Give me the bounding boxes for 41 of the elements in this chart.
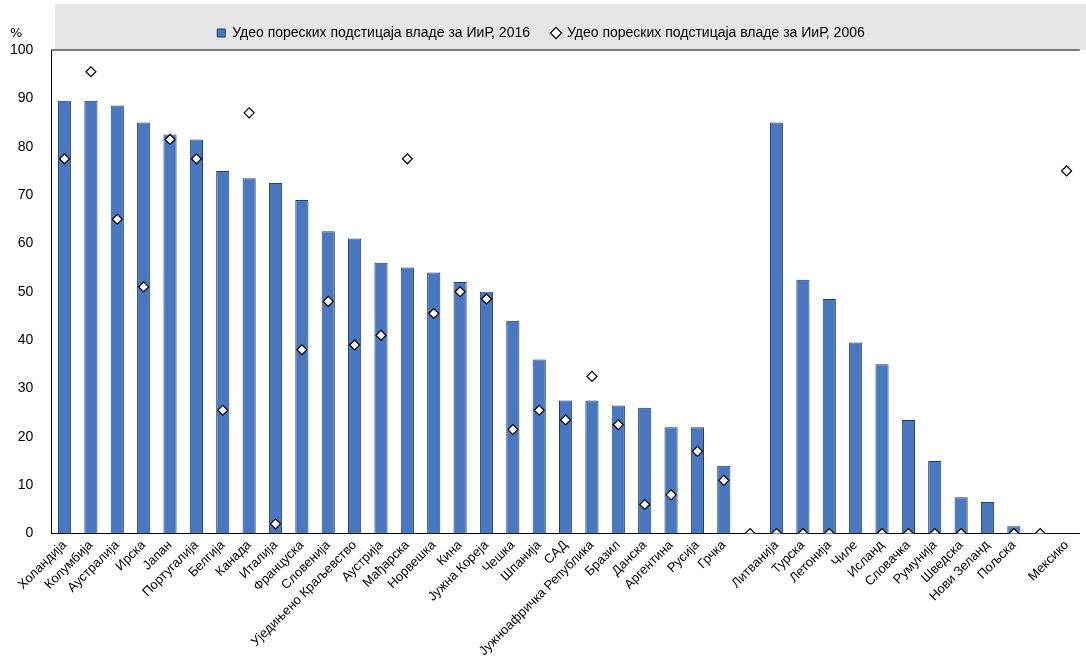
point (138, 281, 150, 293)
y-tick-label: 20 (17, 427, 34, 444)
point (533, 404, 545, 416)
point (718, 474, 730, 486)
y-tick-label: 30 (17, 379, 34, 396)
point (612, 419, 624, 431)
point (1061, 165, 1073, 177)
point (322, 295, 334, 308)
y-axis-title: % (10, 25, 23, 41)
y-tick-label: 10 (17, 476, 34, 493)
point (665, 489, 677, 501)
y-tick-label: 0 (25, 524, 34, 541)
legend-label: Удео пореских подстицаја владе за ИиР, 2006 (567, 23, 865, 40)
point (480, 293, 493, 305)
point (691, 445, 704, 457)
point (507, 423, 519, 436)
point (296, 344, 308, 356)
point (217, 404, 229, 416)
point (428, 307, 440, 320)
y-tick-label: 100 (10, 40, 34, 57)
point (243, 107, 255, 119)
point (454, 286, 466, 298)
point (58, 153, 71, 165)
point (349, 339, 361, 351)
y-tick-label: 60 (17, 234, 34, 251)
legend-label: Удео пореских подстицаја владе за ИиР, 2016 (232, 23, 531, 40)
y-tick-label: 80 (17, 137, 34, 154)
point (559, 414, 572, 426)
y-tick-label: 50 (17, 282, 34, 299)
point (85, 66, 97, 78)
y-tick-label: 40 (17, 330, 34, 347)
point (401, 153, 413, 165)
point (639, 498, 651, 511)
point (375, 329, 387, 341)
point (269, 518, 282, 530)
point (190, 153, 202, 165)
y-tick-label: 70 (17, 185, 34, 202)
point (586, 370, 598, 382)
point (164, 133, 176, 146)
point (111, 213, 123, 225)
y-tick-label: 90 (17, 89, 34, 106)
